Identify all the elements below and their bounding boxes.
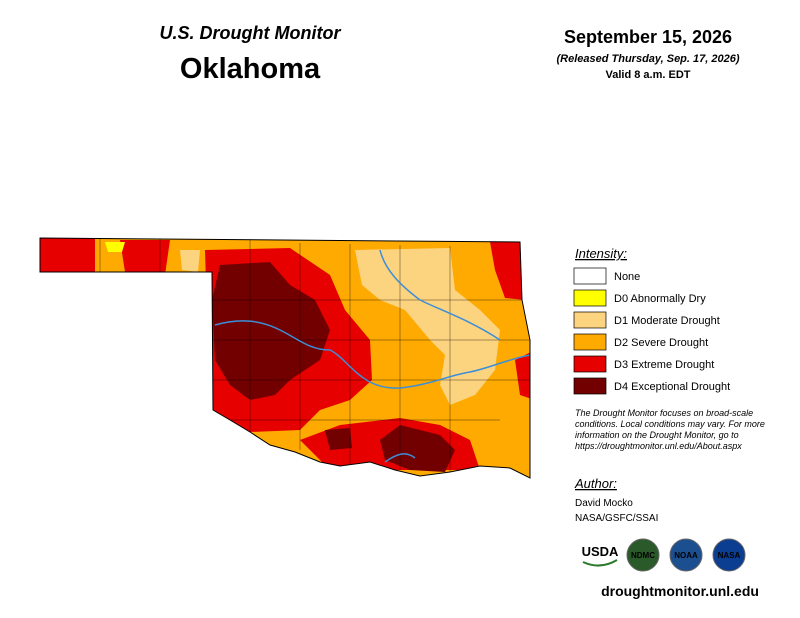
legend-swatch bbox=[573, 355, 607, 373]
legend-label: D4 Exceptional Drought bbox=[614, 381, 730, 393]
map-title: U.S. Drought Monitor bbox=[160, 23, 342, 43]
legend-swatch bbox=[573, 289, 607, 307]
drought-area bbox=[515, 350, 530, 400]
author-name: David Mocko bbox=[575, 498, 633, 509]
logo: USDA bbox=[582, 544, 619, 559]
note-line: The Drought Monitor focuses on broad-sca… bbox=[575, 408, 753, 418]
drought-area bbox=[180, 250, 200, 272]
legend-note: The Drought Monitor focuses on broad-sca… bbox=[575, 408, 765, 451]
logo: NASA bbox=[718, 551, 741, 560]
drought-area bbox=[105, 242, 125, 252]
legend-label: D3 Extreme Drought bbox=[614, 359, 714, 371]
note-line: information on the Drought Monitor, go t… bbox=[575, 430, 739, 440]
note-line: https://droughtmonitor.unl.edu/About.asp… bbox=[575, 441, 742, 451]
legend-swatch bbox=[573, 267, 607, 285]
author-label: Author: bbox=[574, 476, 617, 491]
release-date: (Released Thursday, Sep. 17, 2026) bbox=[556, 53, 739, 65]
legend-swatch bbox=[573, 377, 607, 395]
logo: NDMC bbox=[631, 551, 655, 560]
note-line: conditions. Local conditions may vary. F… bbox=[575, 419, 765, 429]
legend-label: D0 Abnormally Dry bbox=[614, 293, 706, 305]
website-url: droughtmonitor.unl.edu bbox=[601, 583, 759, 599]
logo-badge bbox=[712, 538, 746, 572]
drought-area bbox=[40, 238, 95, 272]
logo-badge bbox=[669, 538, 703, 572]
legend-swatch bbox=[573, 311, 607, 329]
state-outline bbox=[39, 237, 531, 479]
drought-area bbox=[490, 242, 525, 300]
state-map bbox=[40, 238, 530, 478]
valid-time: Valid 8 a.m. EDT bbox=[606, 69, 691, 81]
legend-title: Intensity: bbox=[575, 246, 627, 261]
map-date: September 15, 2026 bbox=[564, 27, 732, 47]
state-name: Oklahoma bbox=[180, 53, 321, 85]
legend: None D0 Abnormally Dry D1 Moderate Drought… bbox=[573, 267, 730, 395]
legend-label: None bbox=[614, 271, 640, 283]
logo-badge bbox=[626, 538, 660, 572]
logo-swoosh bbox=[582, 559, 618, 567]
drought-area bbox=[212, 262, 330, 400]
legend-swatch bbox=[573, 333, 607, 351]
drought-area bbox=[325, 428, 352, 450]
legend-label: D1 Moderate Drought bbox=[614, 315, 720, 327]
drought-area bbox=[380, 425, 455, 472]
drought-area bbox=[120, 240, 170, 275]
author-affiliation: NASA/GSFC/SSAI bbox=[575, 513, 658, 524]
legend-label: D2 Severe Drought bbox=[614, 337, 708, 349]
agency-logos: USDA NDMC NOAA NASA bbox=[582, 538, 746, 572]
logo: NOAA bbox=[674, 551, 698, 560]
drought-area bbox=[355, 248, 500, 405]
